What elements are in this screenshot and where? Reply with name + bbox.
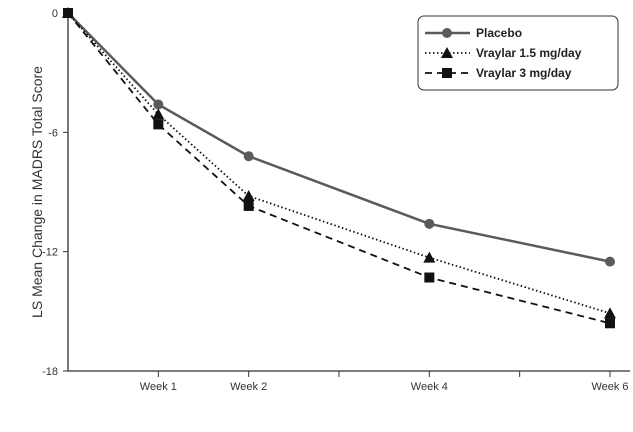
series-2 (63, 8, 615, 329)
x-tick-label: Week 6 (591, 381, 628, 393)
y-axis-label: LS Mean Change in MADRS Total Score (29, 66, 45, 318)
circle-marker (153, 99, 164, 110)
circle-marker (442, 28, 452, 38)
square-marker (424, 272, 435, 283)
triangle-marker (152, 108, 165, 120)
legend-label: Vraylar 1.5 mg/day (476, 46, 582, 60)
square-marker (153, 119, 164, 130)
x-tick-label: Week 2 (230, 381, 267, 393)
square-marker (63, 8, 73, 18)
triangle-marker (604, 307, 616, 319)
y-tick-label: -6 (48, 127, 58, 139)
legend: Placebo Vraylar 1.5 mg/day Vraylar 3 mg/da… (417, 15, 619, 91)
y-tick-label: 0 (52, 8, 58, 20)
legend-label: Vraylar 3 mg/day (476, 66, 572, 80)
square-marker (605, 318, 615, 329)
y-tick-label: -12 (42, 247, 58, 259)
series-group (62, 7, 616, 329)
axes: 0 -6 -12 -18 Week 1 Week 2 Week 4 Week 6 (42, 8, 630, 393)
x-tick-label: Week 4 (411, 381, 448, 393)
x-tick-label: Week 1 (140, 381, 177, 393)
circle-marker (243, 151, 254, 162)
y-tick-label: -18 (42, 366, 58, 378)
circle-marker (605, 256, 615, 267)
square-marker (243, 200, 254, 211)
legend-label: Placebo (476, 26, 522, 40)
circle-marker (424, 218, 435, 229)
triangle-marker (441, 47, 453, 58)
square-marker (442, 68, 452, 78)
triangle-marker (242, 189, 255, 201)
triangle-marker (423, 251, 436, 263)
legend-box (417, 15, 619, 91)
